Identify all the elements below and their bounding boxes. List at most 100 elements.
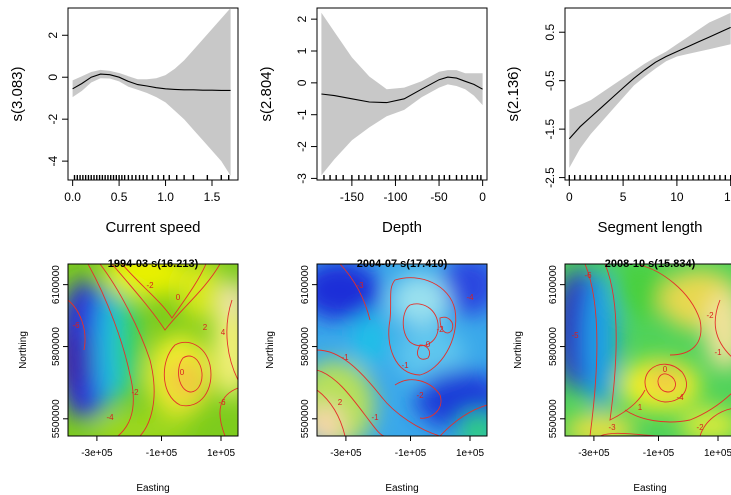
x-tick-label: 0.0 (64, 190, 81, 204)
contour-label: -1 (714, 348, 722, 357)
x-axis-label: Current speed (105, 219, 200, 236)
fit-line (568, 26, 731, 140)
x-tick-label: 0 (479, 190, 486, 204)
rug-marks (73, 175, 230, 180)
contour-label: -5 (571, 331, 579, 340)
contour-label: -3 (356, 281, 364, 290)
y-tick-label: -2 (295, 141, 309, 152)
y-tick-label: 0.5 (543, 24, 557, 41)
smooth-plot-current-speed: 0.0 0.5 1.0 1.5 -4 -2 0 2 Current speed s(3.08… (9, 7, 239, 236)
x-tick-label: -100 (383, 190, 407, 204)
x-axis-label: Segment length (597, 219, 702, 236)
contour-label: -1 (371, 413, 379, 422)
map-title: 1994-03 s(16.213) (108, 258, 199, 270)
x-tick-label: 5 (620, 190, 627, 204)
smooth-plot-depth: -150 -100 -50 0 -3 -2 -1 0 1 2 Depth s(2.804) (258, 7, 488, 236)
y-tick-label: 6100000 (548, 265, 559, 304)
y-tick-label: 5500000 (51, 399, 62, 438)
y-axis-label: s(3.083) (9, 66, 26, 121)
map-frame (316, 263, 488, 437)
y-axis-label: Northing (18, 331, 29, 369)
contour-label: 2 (338, 398, 343, 407)
contour-label: -4 (676, 393, 684, 402)
y-tick-label: 2 (295, 15, 309, 22)
y-tick-label: 5800000 (51, 327, 62, 366)
map-title: 2008-10 s(15.834) (605, 258, 696, 270)
x-tick-label: 15 (724, 190, 731, 204)
y-tick-label: 5500000 (300, 399, 311, 438)
x-tick-label: -1e+05 (146, 448, 178, 459)
y-tick-label: 5500000 (548, 399, 559, 438)
spatial-map-2008-10: -6 -5 -2 0 -1 -4 1 -3 -2 -3e+05 -1e+05 1e+05 55000… (513, 258, 731, 494)
y-tick-label: -3 (295, 173, 309, 184)
contour-label: -2 (706, 311, 714, 320)
contour-label: 0 (176, 293, 181, 302)
y-tick-label: 0 (295, 79, 309, 86)
confidence-band (321, 12, 483, 176)
spatial-map-1994-03: -2 0 2 4 -6 0 -2 -4 -6 -3e+05 -1e+05 1e+05 5500000… (18, 258, 239, 494)
contour-label: -2 (131, 388, 139, 397)
map-frame (564, 263, 731, 437)
y-axis-label: Northing (265, 331, 276, 369)
contour-label: 0 (426, 340, 431, 349)
contour-label: -6 (584, 271, 592, 280)
x-axis-label: Easting (385, 483, 418, 494)
y-tick-label: 5800000 (300, 327, 311, 366)
smooth-plot-segment-length: 0 5 10 15 -2.5 -1.5 -0.5 0.5 Segment length s(… (505, 7, 731, 236)
contour-label: -6 (218, 398, 226, 407)
rug-marks (568, 175, 731, 180)
y-tick-label: -4 (46, 155, 60, 166)
spatial-map-2004-07: -3 -1 -4 -2 -1 0 2 -1 -2 -3e+05 -1e+05 1e+05 55000… (265, 258, 488, 494)
y-axis-label: s(2.804) (258, 66, 275, 121)
x-axis-label: Easting (633, 483, 666, 494)
y-tick-label: -1 (295, 109, 309, 120)
y-tick-label: 6100000 (300, 265, 311, 304)
y-tick-label: 2 (46, 32, 60, 39)
contour-label: -2 (146, 281, 154, 290)
x-axis-label: Depth (382, 219, 422, 236)
contour-lines (317, 264, 487, 436)
y-tick-label: -1.5 (543, 118, 557, 139)
map-frame (67, 263, 239, 437)
map-title: 2004-07 s(17.410) (357, 258, 448, 270)
contour-label: 2 (203, 323, 208, 332)
y-tick-label: -0.5 (543, 70, 557, 91)
y-tick-label: -2.5 (543, 167, 557, 188)
rug-marks (323, 175, 482, 180)
contour-label: 0 (663, 365, 668, 374)
x-tick-label: 10 (670, 190, 684, 204)
contour-label: -4 (106, 413, 114, 422)
y-tick-label: 6100000 (51, 265, 62, 304)
x-tick-label: 1.0 (157, 190, 174, 204)
contour-label: -2 (416, 391, 424, 400)
y-axis-label: s(2.136) (505, 66, 522, 121)
x-axis-label: Easting (136, 483, 169, 494)
contour-label: -6 (72, 321, 80, 330)
y-tick-label: 5800000 (548, 327, 559, 366)
y-tick-label: 1 (295, 47, 309, 54)
contour-label: -1 (341, 353, 349, 362)
x-tick-label: 1e+05 (456, 448, 485, 459)
contour-label: 0 (180, 368, 185, 377)
contour-label: -3 (608, 423, 616, 432)
y-axis-label: Northing (513, 331, 524, 369)
confidence-band (569, 12, 731, 168)
x-tick-label: 1e+05 (704, 448, 731, 459)
x-tick-label: -1e+05 (395, 448, 427, 459)
contour-label: 4 (221, 328, 226, 337)
contour-label: 1 (638, 403, 643, 412)
y-tick-label: -2 (46, 114, 60, 125)
fit-line (321, 76, 483, 104)
contour-label: -4 (466, 293, 474, 302)
x-tick-label: 0.5 (111, 190, 128, 204)
x-tick-label: 0 (566, 190, 573, 204)
x-tick-label: -3e+05 (81, 448, 113, 459)
x-tick-label: -50 (430, 190, 448, 204)
fit-line (72, 73, 231, 91)
contour-label: -1 (401, 361, 409, 370)
contour-label: -2 (696, 423, 704, 432)
x-tick-label: -150 (340, 190, 364, 204)
contour-lines (68, 264, 238, 436)
x-tick-label: 1.5 (204, 190, 221, 204)
